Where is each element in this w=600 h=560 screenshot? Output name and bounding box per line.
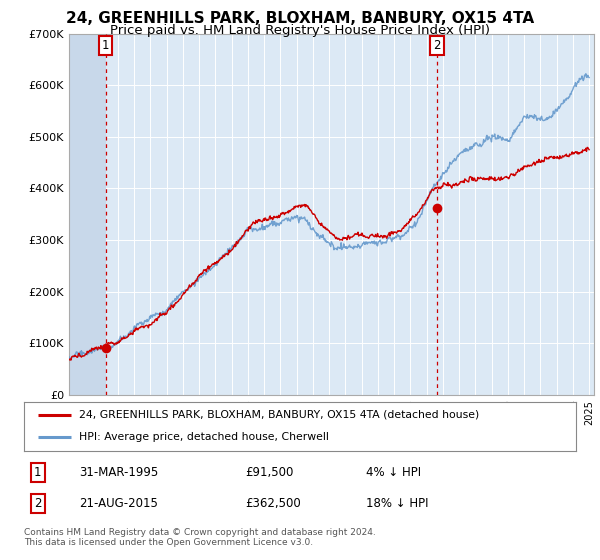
Text: Contains HM Land Registry data © Crown copyright and database right 2024.
This d: Contains HM Land Registry data © Crown c… xyxy=(24,528,376,547)
Text: 4% ↓ HPI: 4% ↓ HPI xyxy=(366,466,421,479)
Text: 31-MAR-1995: 31-MAR-1995 xyxy=(79,466,158,479)
Text: HPI: Average price, detached house, Cherwell: HPI: Average price, detached house, Cher… xyxy=(79,432,329,442)
Text: 2: 2 xyxy=(433,39,441,52)
Text: £91,500: £91,500 xyxy=(245,466,293,479)
Text: 21-AUG-2015: 21-AUG-2015 xyxy=(79,497,158,510)
Text: 18% ↓ HPI: 18% ↓ HPI xyxy=(366,497,429,510)
Bar xyxy=(69,34,106,395)
Text: 1: 1 xyxy=(102,39,109,52)
Text: Price paid vs. HM Land Registry's House Price Index (HPI): Price paid vs. HM Land Registry's House … xyxy=(110,24,490,36)
Text: 2: 2 xyxy=(34,497,41,510)
Text: £362,500: £362,500 xyxy=(245,497,301,510)
Text: 24, GREENHILLS PARK, BLOXHAM, BANBURY, OX15 4TA (detached house): 24, GREENHILLS PARK, BLOXHAM, BANBURY, O… xyxy=(79,410,479,420)
Text: 24, GREENHILLS PARK, BLOXHAM, BANBURY, OX15 4TA: 24, GREENHILLS PARK, BLOXHAM, BANBURY, O… xyxy=(66,11,534,26)
Text: 1: 1 xyxy=(34,466,41,479)
